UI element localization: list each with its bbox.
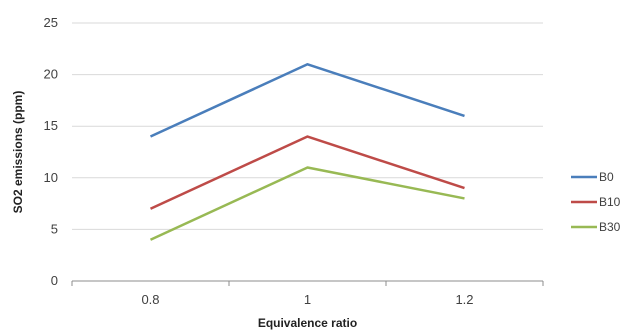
gridlines <box>72 22 543 230</box>
y-tick-label: 25 <box>44 15 58 30</box>
legend-label-b10: B10 <box>599 195 621 209</box>
y-tick-label: 5 <box>51 221 58 236</box>
series-line-b10 <box>149 135 465 210</box>
x-tick-label: 1.2 <box>455 292 473 307</box>
y-tick-label: 20 <box>44 67 58 82</box>
series-line-b0 <box>149 63 465 138</box>
y-axis-tick-labels: 0 5 10 15 20 25 <box>44 15 58 288</box>
y-tick-label: 0 <box>51 273 58 288</box>
x-tick-label: 1 <box>304 292 311 307</box>
y-axis-title: SO2 emissions (ppm) <box>11 91 25 214</box>
x-tick-label: 0.8 <box>141 292 159 307</box>
x-axis-title: Equivalence ratio <box>258 316 357 330</box>
y-tick-label: 15 <box>44 118 58 133</box>
legend-label-b30: B30 <box>599 220 621 234</box>
legend-label-b0: B0 <box>599 170 614 184</box>
x-axis-tick-labels: 0.8 1 1.2 <box>141 292 473 307</box>
y-tick-label: 10 <box>44 170 58 185</box>
legend: B0 B10 B30 <box>571 170 621 234</box>
x-axis-tick-marks <box>71 281 544 286</box>
series-line-b30 <box>149 166 465 241</box>
series-lines <box>149 63 465 241</box>
